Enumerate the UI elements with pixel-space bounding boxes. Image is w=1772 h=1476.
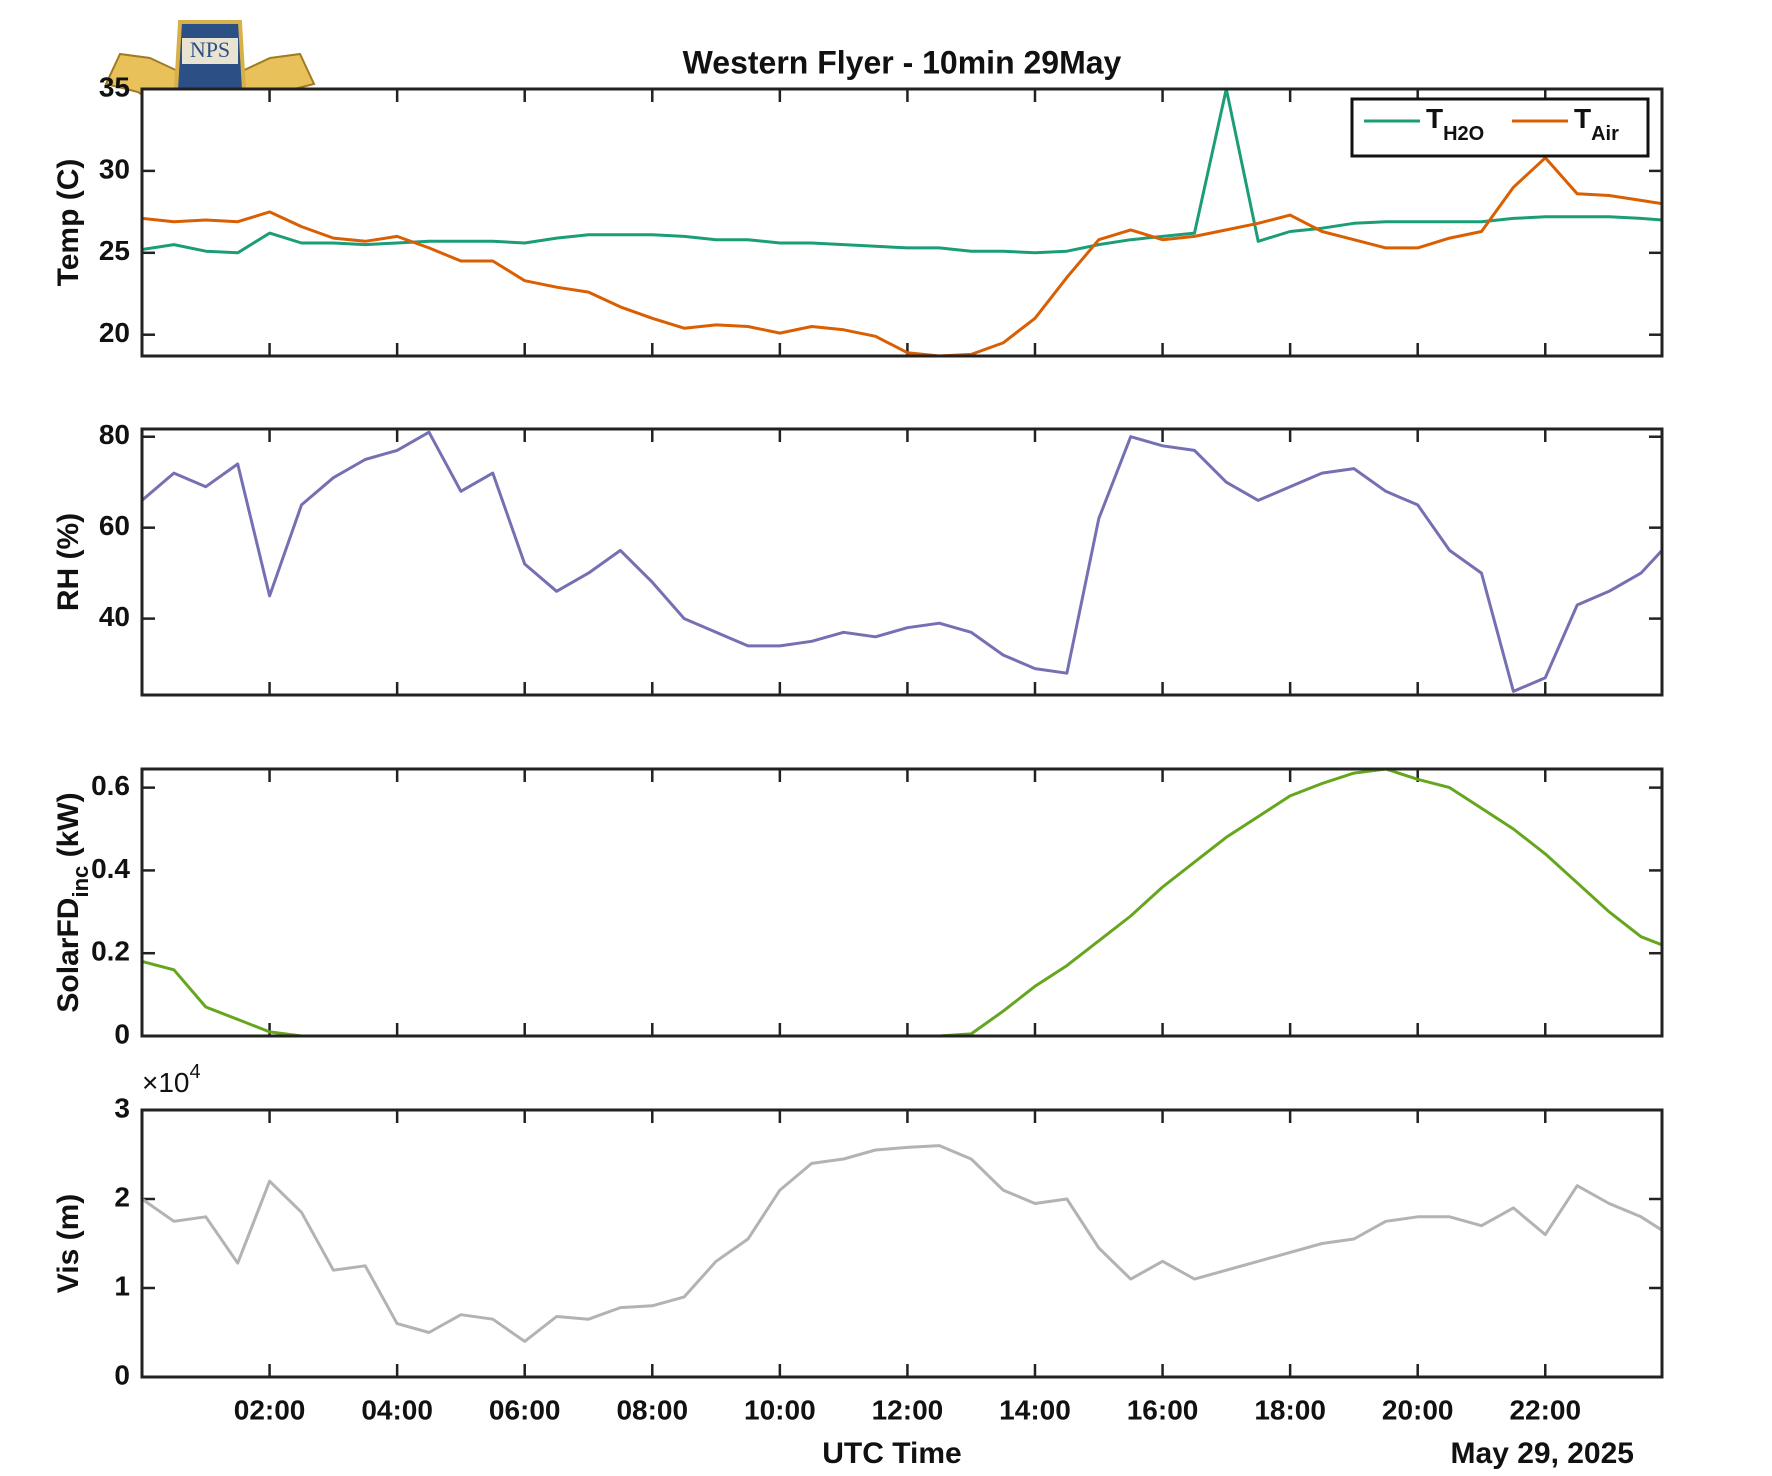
x-tick-label: 06:00 — [489, 1394, 561, 1425]
y-label-main: Vis (m) — [52, 1194, 85, 1293]
y-axis-label: SolarFDinc (kW) — [52, 792, 93, 1012]
x-tick-label: 18:00 — [1254, 1394, 1326, 1425]
y-label-main: SolarFD — [52, 898, 85, 1013]
x-tick-label: 04:00 — [361, 1394, 433, 1425]
y-tick-label: 35 — [99, 71, 130, 102]
series-line — [142, 430, 1662, 693]
legend-label: TH2O — [1426, 103, 1484, 145]
y-tick-label: 0 — [114, 1359, 130, 1390]
axes-box — [140, 1108, 1664, 1379]
legend-name: T — [1426, 103, 1443, 134]
x-tick-label: 02:00 — [234, 1394, 306, 1425]
axes-box — [140, 427, 1664, 697]
y-tick-label: 60 — [99, 510, 130, 541]
x-tick-label: 16:00 — [1127, 1394, 1199, 1425]
exponent-base: ×10 — [142, 1067, 190, 1098]
y-label-main: Temp (C) — [52, 159, 85, 287]
series-group — [142, 1144, 1662, 1343]
plot-area — [142, 429, 1662, 695]
axes-box — [140, 767, 1664, 1038]
y-tick-label: 2 — [114, 1181, 130, 1212]
legend: TH2O TAir — [1350, 97, 1650, 158]
x-tick-label: 14:00 — [999, 1394, 1071, 1425]
legend-sub: Air — [1591, 123, 1619, 145]
logo-plate — [182, 38, 238, 64]
series-line — [142, 87, 1662, 255]
y-tick-label: 3 — [114, 1092, 130, 1123]
plot-area — [142, 769, 1662, 1036]
series-group — [142, 430, 1662, 693]
y-axis-label: Temp (C) — [52, 159, 85, 287]
legend-sub: H2O — [1443, 123, 1484, 145]
y-tick-label: 30 — [99, 153, 130, 184]
plot-area — [142, 1110, 1662, 1377]
y-axis-label: Vis (m) — [52, 1194, 85, 1293]
exponent-power: 4 — [190, 1061, 201, 1083]
y-axis-label: RH (%) — [52, 513, 85, 611]
x-tick-label: 20:00 — [1382, 1394, 1454, 1425]
y-label-sub: inc — [68, 866, 93, 898]
y-tick-label: 0.2 — [91, 936, 130, 967]
logo-text: NPS — [190, 37, 230, 62]
legend-box — [1350, 97, 1650, 158]
y-tick-label: 0.4 — [91, 853, 130, 884]
x-tick-label: 08:00 — [616, 1394, 688, 1425]
y-tick-label: 80 — [99, 419, 130, 450]
y-tick-label: 1 — [114, 1270, 130, 1301]
x-axis-note: May 29, 2025 — [1451, 1437, 1634, 1470]
x-tick-label: 10:00 — [744, 1394, 816, 1425]
x-tick-label: 12:00 — [872, 1394, 944, 1425]
y-exponent: ×104 — [142, 1061, 201, 1098]
y-tick-label: 0.6 — [91, 770, 130, 801]
y-label-unit: (kW) — [52, 792, 85, 865]
chart-title: Western Flyer - 10min 29May — [683, 44, 1122, 80]
y-tick-label: 40 — [99, 601, 130, 632]
y-tick-label: 0 — [114, 1018, 130, 1049]
series-line — [142, 1144, 1662, 1343]
legend-name: T — [1574, 103, 1591, 134]
y-tick-label: 25 — [99, 235, 130, 266]
x-axis-label: UTC Time — [822, 1437, 961, 1470]
y-tick-label: 20 — [99, 317, 130, 348]
series-line — [142, 156, 1662, 358]
axes-box — [140, 87, 1664, 358]
y-label-main: RH (%) — [52, 513, 85, 611]
series-group — [142, 87, 1662, 358]
legend-label: TAir — [1574, 103, 1619, 145]
x-tick-label: 22:00 — [1509, 1394, 1581, 1425]
